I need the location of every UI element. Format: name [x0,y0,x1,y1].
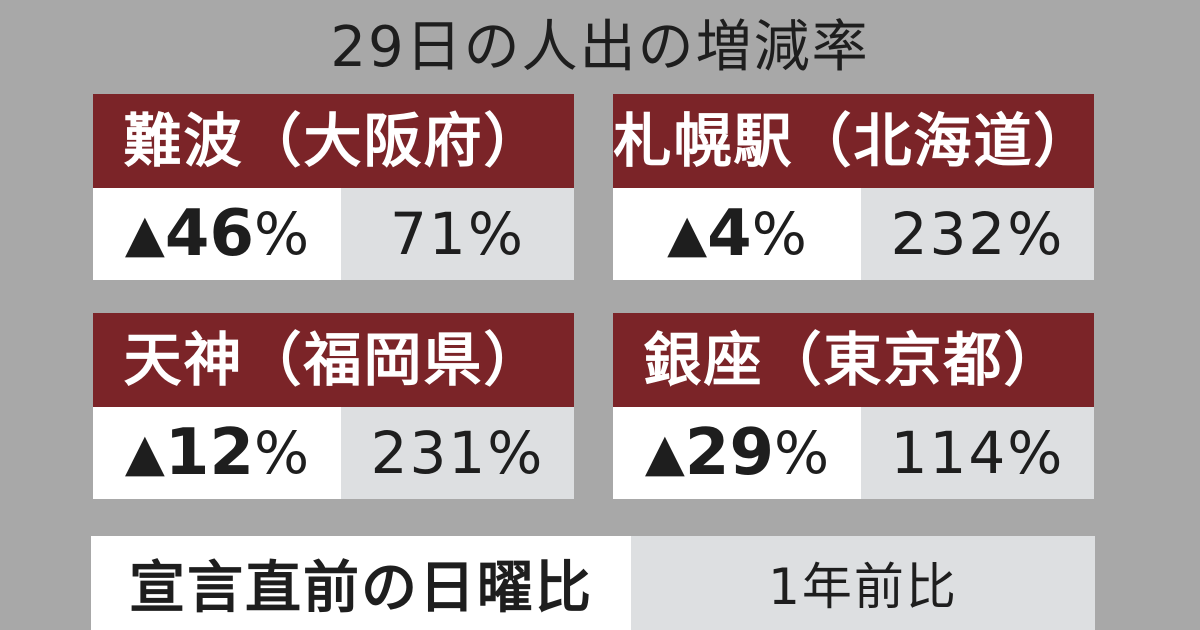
year-ago-change: 114% [861,407,1094,499]
year-ago-change: 232% [861,188,1094,280]
pre-declaration-value: 46 [164,197,254,271]
chart-title: 29日の人出の増減率 [330,15,870,80]
pre-declaration-value: 4 [707,197,752,271]
decrease-triangle-icon: ▲ [667,204,708,264]
card-values-row: ▲ 4% 232% [613,188,1094,280]
card-values-row: ▲ 12% 231% [93,407,574,499]
card-values-row: ▲ 29% 114% [613,407,1094,499]
year-ago-change: 231% [341,407,574,499]
percent-sign: % [751,200,807,268]
card-location-header: 天神（福岡県） [93,313,574,407]
card-sapporo: 札幌駅（北海道） ▲ 4% 232% [613,94,1094,280]
year-ago-change: 71% [341,188,574,280]
pre-declaration-change: ▲ 4% [613,188,861,280]
card-tenjin: 天神（福岡県） ▲ 12% 231% [93,313,574,499]
card-namba: 難波（大阪府） ▲ 46% 71% [93,94,574,280]
decrease-triangle-icon: ▲ [644,423,685,483]
decrease-triangle-icon: ▲ [124,204,165,264]
card-location-header: 銀座（東京都） [613,313,1094,407]
legend-year-ago-label: 1年前比 [631,536,1095,630]
card-values-row: ▲ 46% 71% [93,188,574,280]
pre-declaration-change: ▲ 46% [93,188,341,280]
percent-sign: % [773,419,830,487]
percent-sign: % [253,200,310,268]
card-location-header: 難波（大阪府） [93,94,574,188]
pre-declaration-change: ▲ 12% [93,407,341,499]
pre-declaration-change: ▲ 29% [613,407,861,499]
pre-declaration-value: 29 [684,416,774,490]
legend: 宣言直前の日曜比 1年前比 [91,536,1095,630]
percent-sign: % [253,419,310,487]
decrease-triangle-icon: ▲ [124,423,165,483]
legend-pre-declaration-label: 宣言直前の日曜比 [91,536,631,630]
pre-declaration-value: 12 [164,416,254,490]
card-ginza: 銀座（東京都） ▲ 29% 114% [613,313,1094,499]
card-location-header: 札幌駅（北海道） [613,94,1094,188]
